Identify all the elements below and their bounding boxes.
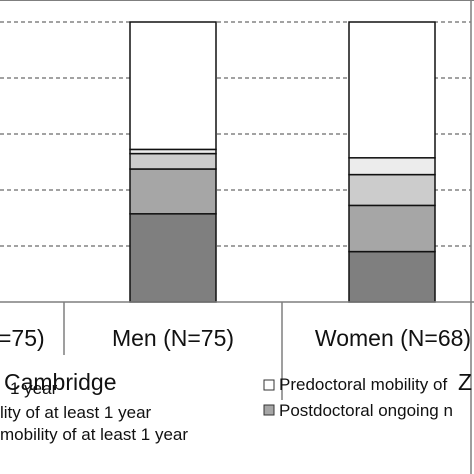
bar-segment	[348, 173, 436, 207]
legend-label: Predoctoral mobility of	[279, 375, 447, 394]
bar-segment	[129, 152, 217, 170]
bar-segment	[129, 168, 217, 215]
legend-label: Postdoctoral ongoing n	[279, 401, 453, 420]
bar-segment	[348, 157, 436, 176]
legend-label: 1 year	[10, 379, 58, 398]
bars	[129, 21, 436, 303]
category-label: Women (N=68)	[315, 325, 471, 351]
group-label: Cambridge	[4, 369, 117, 395]
legend-swatch	[263, 404, 275, 416]
bar-segment	[348, 250, 436, 303]
category-label: Men (N=75)	[112, 325, 234, 351]
bar-segment	[129, 21, 217, 151]
bar-segment	[348, 21, 436, 159]
legend: 1 year lity of at least 1 year mobility …	[0, 375, 453, 444]
bar-segment	[348, 204, 436, 253]
group-label: Z	[458, 369, 472, 395]
category-label: =75)	[0, 325, 45, 351]
legend-label: lity of at least 1 year	[0, 403, 152, 422]
legend-label: mobility of at least 1 year	[0, 425, 188, 444]
legend-swatch	[263, 379, 275, 391]
bar-segment	[129, 213, 217, 303]
